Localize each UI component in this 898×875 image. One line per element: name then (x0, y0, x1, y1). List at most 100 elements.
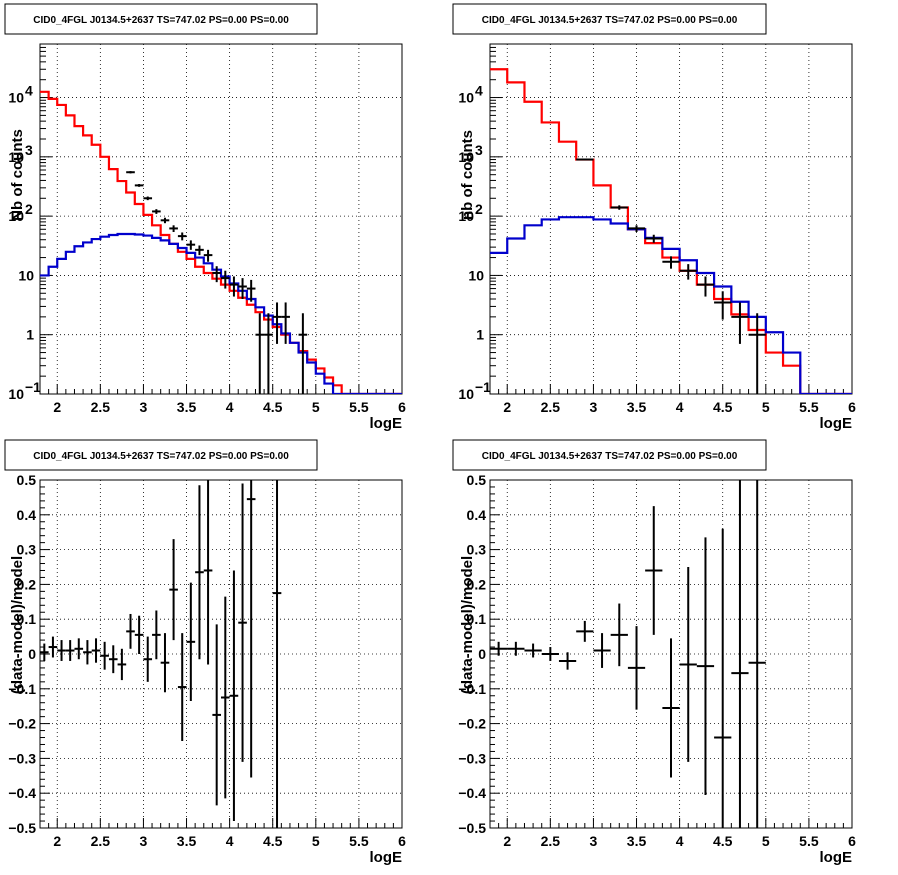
y-axis-title: nb of counts (459, 130, 476, 220)
y-tick-label: −0.5 (458, 820, 486, 836)
data-layer (490, 480, 766, 828)
y-tick-exponent: 4 (25, 83, 33, 99)
x-tick-label: 4.5 (713, 399, 733, 415)
x-tick-label: 4 (676, 833, 684, 849)
y-axis-title: (data-model)/model (9, 556, 26, 694)
series-residuals-points (490, 480, 766, 828)
y-tick-exponent: 2 (25, 201, 33, 217)
x-tick-label: 5 (312, 399, 320, 415)
y-tick-label: 0.2 (467, 576, 487, 592)
y-tick-label: −0.4 (8, 785, 36, 801)
chart-title: CID0_4FGL J0134.5+2637 TS=747.02 PS=0.00… (482, 15, 738, 26)
x-tick-label: 4.5 (263, 833, 283, 849)
y-tick-label: 0 (28, 646, 36, 662)
chart-title: CID0_4FGL J0134.5+2637 TS=747.02 PS=0.00… (33, 15, 289, 26)
y-tick-label: 0.2 (17, 576, 37, 592)
x-axis-title: logE (370, 849, 403, 866)
y-tick-label: 0.1 (467, 611, 487, 627)
y-tick-label: 0.4 (17, 507, 37, 523)
x-tick-label: 2 (53, 833, 61, 849)
title-box (4, 3, 318, 35)
x-tick-label: 2 (503, 399, 511, 415)
y-axis-title: (data-model)/model (459, 556, 476, 694)
y-tick-label: 10 (8, 90, 24, 106)
y-tick-exponent: 3 (25, 142, 33, 158)
y-tick-label: 0.5 (467, 472, 487, 488)
x-tick-label: 4 (226, 833, 234, 849)
x-tick-label: 3 (140, 833, 148, 849)
x-tick-label: 3 (140, 399, 148, 415)
y-tick-label: 10 (458, 386, 474, 402)
y-tick-label: 10 (8, 149, 24, 165)
y-tick-exponent: 2 (475, 201, 483, 217)
y-tick-label: 10 (18, 267, 34, 283)
y-tick-label: 0.1 (17, 611, 37, 627)
data-layer (40, 90, 402, 394)
y-tick-label: 0.3 (467, 542, 487, 558)
x-tick-label: 2 (53, 399, 61, 415)
x-tick-label: 2 (503, 833, 511, 849)
chart-panel-4: 2 2.5 3 3.5 4 4.5 5 5.5 6 −0.5 −0.4 −0.3 −0.2 −0.1 0 0.… (452, 439, 856, 866)
x-tick-label: 4.5 (263, 399, 283, 415)
y-tick-label: −0.2 (458, 716, 486, 732)
x-tick-label: 5 (762, 399, 770, 415)
y-tick-label: −0.5 (8, 820, 36, 836)
y-tick-label: 10 (8, 386, 24, 402)
y-tick-label: 10 (458, 90, 474, 106)
series-background-model-line (490, 216, 852, 394)
x-tick-label: 4.5 (713, 833, 733, 849)
y-tick-label: −0.2 (8, 716, 36, 732)
x-tick-label: 4 (226, 399, 234, 415)
x-tick-label: 5 (762, 833, 770, 849)
y-tick-label: 0.3 (17, 542, 37, 558)
x-tick-label: 3.5 (177, 399, 197, 415)
x-tick-label: 2.5 (91, 399, 111, 415)
y-tick-label: 10 (468, 267, 484, 283)
x-tick-label: 5.5 (799, 833, 819, 849)
title-box (452, 3, 767, 35)
series-total-model-line (40, 90, 402, 394)
x-tick-label: 3 (590, 399, 598, 415)
y-tick-label: 0.5 (17, 472, 37, 488)
chart-title: CID0_4FGL J0134.5+2637 TS=747.02 PS=0.00… (33, 451, 289, 462)
data-layer (490, 68, 852, 394)
x-tick-label: 5 (312, 833, 320, 849)
y-tick-exponent: −1 (475, 379, 491, 395)
x-tick-label: 3 (590, 833, 598, 849)
y-tick-label: 10 (8, 208, 24, 224)
y-tick-exponent: 3 (475, 142, 483, 158)
x-tick-label: 5.5 (799, 399, 819, 415)
chart-panel-3: 2 2.5 3 3.5 4 4.5 5 5.5 6 −0.5 −0.4 −0.3 −0.2 −0.1 0 0.… (4, 439, 406, 866)
x-tick-label: 6 (848, 399, 856, 415)
series-data-points (576, 158, 766, 394)
y-tick-exponent: 4 (475, 83, 483, 99)
data-layer (40, 480, 282, 828)
x-tick-label: 5.5 (349, 833, 369, 849)
x-axis-title: logE (820, 849, 853, 866)
y-tick-label: −0.3 (458, 750, 486, 766)
x-tick-label: 2.5 (91, 833, 111, 849)
y-axis-title: Nb of counts (9, 129, 26, 221)
chart-title: CID0_4FGL J0134.5+2637 TS=747.02 PS=0.00… (482, 451, 738, 462)
x-tick-label: 6 (848, 833, 856, 849)
series-total-model-line (490, 68, 852, 394)
y-tick-label: −0.3 (8, 750, 36, 766)
plot-frame (39, 43, 403, 395)
x-tick-label: 3.5 (627, 833, 647, 849)
x-tick-label: 4 (676, 399, 684, 415)
y-tick-label: 0 (478, 646, 486, 662)
title-box (4, 439, 318, 471)
series-background-model-line (40, 232, 402, 394)
y-tick-label: 10 (458, 149, 474, 165)
x-tick-label: 5.5 (349, 399, 369, 415)
title-box (452, 439, 767, 471)
y-tick-label: −0.4 (458, 785, 486, 801)
x-tick-label: 2.5 (541, 399, 561, 415)
y-tick-label: 0.4 (467, 507, 487, 523)
x-tick-label: 6 (398, 399, 406, 415)
x-tick-label: 2.5 (541, 833, 561, 849)
y-tick-label: 1 (476, 327, 484, 343)
